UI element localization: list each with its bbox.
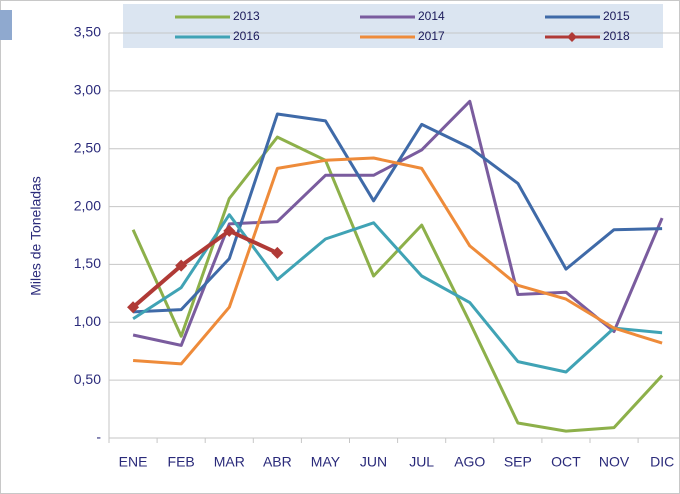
legend-label: 2018 [603,29,630,43]
y-tick-label: 1,00 [74,313,101,329]
y-tick-label: 3,00 [74,82,101,98]
series-line [131,228,279,309]
x-tick-label: ABR [263,454,292,470]
x-tick-label: FEB [168,454,195,470]
x-tick-label: ENE [119,454,148,470]
x-tick-label: AGO [454,454,485,470]
legend-marker [567,32,577,42]
x-tick-label: OCT [551,454,581,470]
legend-label: 2013 [233,9,260,23]
y-axis-title: Miles de Toneladas [28,176,44,296]
x-tick-label: MAR [214,454,245,470]
left-tab [0,10,12,40]
series-line [132,156,663,366]
point [127,301,140,314]
y-tick-label: 2,00 [74,197,101,213]
y-tick-label: - [96,429,101,445]
point [223,224,236,237]
legend-band [123,4,663,48]
y-tick-label: 0,50 [74,371,101,387]
legend-label: 2016 [233,29,260,43]
series-line [132,213,663,374]
y-tick-label: 2,50 [74,139,101,155]
point [271,246,284,259]
legend-label: 2015 [603,9,630,23]
y-tick-label: 1,50 [74,255,101,271]
point [175,259,188,272]
x-tick-label: MAY [311,454,341,470]
legend-label: 2014 [418,9,445,23]
x-tick-label: NOV [599,454,630,470]
y-tick-label: 3,50 [74,24,101,40]
x-tick-label: JUN [360,454,387,470]
x-tick-label: SEP [504,454,532,470]
x-tick-label: DIC [650,454,674,470]
legend-label: 2017 [418,29,445,43]
x-tick-label: JUL [409,454,434,470]
